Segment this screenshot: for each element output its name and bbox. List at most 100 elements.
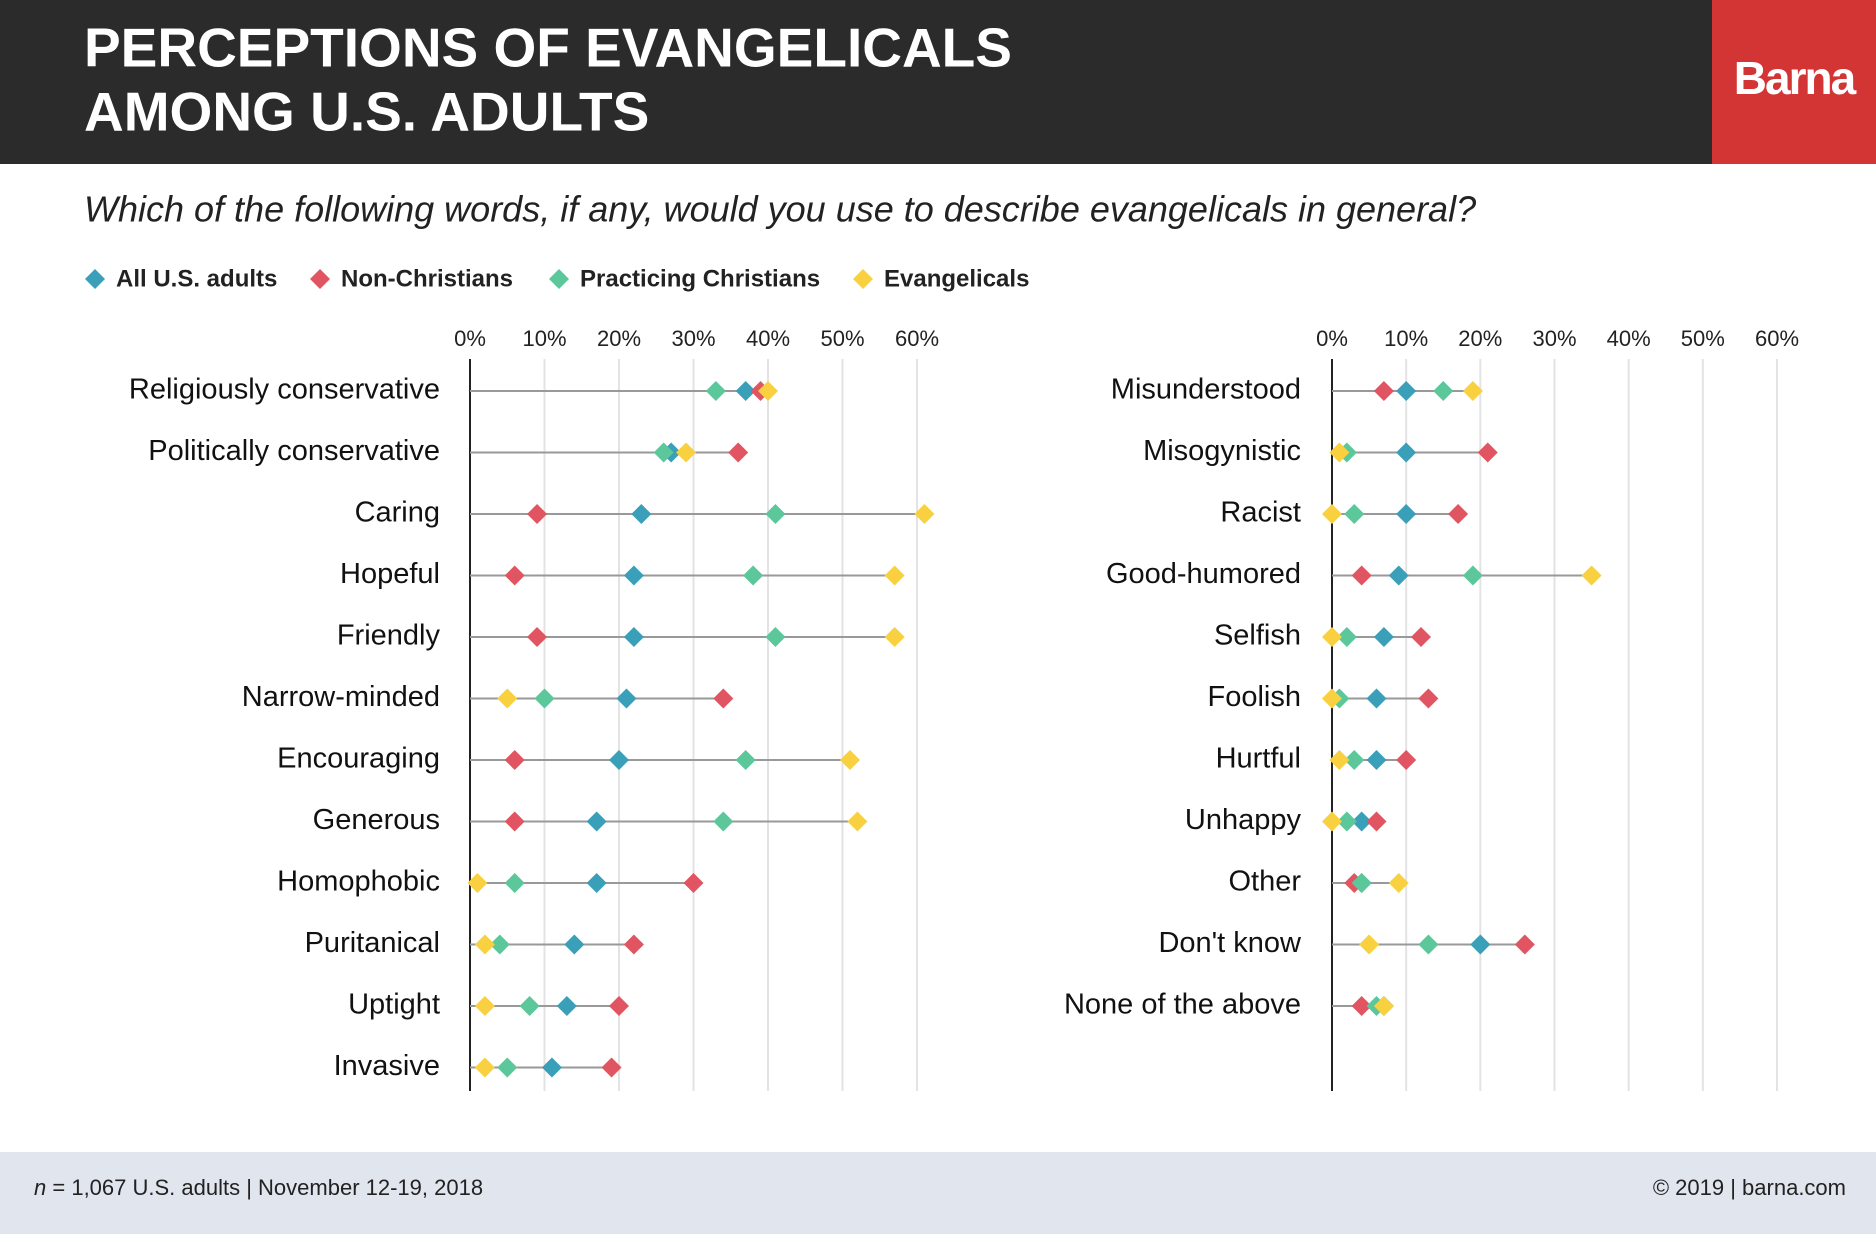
dot bbox=[713, 811, 734, 832]
category-label: Racist bbox=[1220, 497, 1301, 529]
x-tick-label: 10% bbox=[522, 326, 566, 351]
dot bbox=[1433, 381, 1454, 401]
category-label: Other bbox=[1228, 866, 1301, 898]
category-label: Hurtful bbox=[1216, 743, 1301, 775]
dot bbox=[474, 1057, 495, 1078]
dot bbox=[1336, 811, 1357, 832]
dot bbox=[616, 688, 637, 709]
dot bbox=[467, 873, 488, 893]
category-label: Misunderstood bbox=[1111, 374, 1301, 406]
dot bbox=[914, 504, 935, 524]
subtitle: Which of the following words, if any, wo… bbox=[84, 189, 1476, 230]
dot bbox=[1373, 996, 1394, 1016]
dot bbox=[504, 750, 525, 770]
legend-marker bbox=[549, 269, 569, 289]
x-tick-label: 30% bbox=[1532, 326, 1576, 351]
dot bbox=[1581, 565, 1602, 586]
title-line: PERCEPTIONS OF EVANGELICALS bbox=[84, 17, 1012, 79]
dot bbox=[1514, 934, 1535, 955]
category-label: Foolish bbox=[1208, 681, 1302, 713]
dot bbox=[743, 565, 764, 586]
dot bbox=[609, 750, 629, 770]
x-tick-label: 40% bbox=[1607, 326, 1651, 351]
x-tick-label: 40% bbox=[746, 326, 790, 351]
dot bbox=[609, 996, 629, 1016]
dot bbox=[1396, 381, 1417, 401]
dot bbox=[1396, 442, 1417, 463]
footer-bar bbox=[0, 1152, 1876, 1234]
dot bbox=[1418, 688, 1439, 709]
legend-marker bbox=[85, 269, 105, 289]
dot bbox=[1351, 996, 1372, 1016]
dot bbox=[623, 934, 644, 955]
legend-label: Non-Christians bbox=[341, 265, 513, 292]
dot bbox=[1322, 688, 1342, 709]
dot bbox=[623, 627, 644, 647]
dot bbox=[527, 627, 548, 647]
dot bbox=[765, 504, 786, 524]
x-tick-label: 0% bbox=[454, 326, 486, 351]
dot bbox=[713, 688, 734, 709]
dot bbox=[541, 1057, 562, 1078]
dot bbox=[683, 873, 704, 893]
dot bbox=[534, 688, 555, 709]
dot bbox=[474, 934, 495, 955]
legend-label: All U.S. adults bbox=[116, 265, 277, 292]
dot bbox=[504, 873, 525, 893]
category-label: Friendly bbox=[337, 620, 441, 652]
dot bbox=[556, 996, 577, 1016]
footer-credit: © 2019 | barna.com bbox=[1653, 1175, 1846, 1200]
dot bbox=[1351, 811, 1372, 832]
category-label: Uptight bbox=[348, 989, 440, 1021]
dot bbox=[474, 996, 495, 1016]
dot bbox=[504, 565, 525, 586]
dot bbox=[1373, 381, 1394, 401]
dot bbox=[497, 688, 518, 709]
x-tick-label: 50% bbox=[1681, 326, 1725, 351]
category-label: Misogynistic bbox=[1143, 435, 1301, 467]
dot bbox=[735, 750, 756, 770]
dot bbox=[623, 565, 644, 586]
dot bbox=[1351, 873, 1372, 893]
dot bbox=[1359, 934, 1380, 955]
dot bbox=[1396, 504, 1417, 524]
dot bbox=[1396, 750, 1417, 770]
dot bbox=[839, 750, 860, 770]
dot bbox=[758, 381, 778, 401]
x-tick-label: 20% bbox=[1458, 326, 1502, 351]
x-tick-label: 30% bbox=[671, 326, 715, 351]
dot bbox=[1329, 442, 1350, 463]
x-tick-label: 20% bbox=[597, 326, 641, 351]
dot bbox=[1388, 873, 1409, 893]
dot bbox=[1322, 627, 1342, 647]
sample-symbol: n bbox=[34, 1175, 46, 1200]
dot bbox=[1322, 811, 1342, 832]
legend-label: Evangelicals bbox=[884, 265, 1029, 292]
sample-note: = 1,067 U.S. adults | November 12-19, 20… bbox=[52, 1175, 483, 1200]
category-label: Hopeful bbox=[340, 558, 440, 590]
category-label: Encouraging bbox=[277, 743, 440, 775]
dot bbox=[631, 504, 652, 524]
category-label: Politically conservative bbox=[148, 435, 440, 467]
dot bbox=[1329, 750, 1350, 770]
dot bbox=[504, 811, 525, 832]
title-line: AMONG U.S. ADULTS bbox=[84, 81, 649, 143]
category-label: Homophobic bbox=[277, 866, 440, 898]
x-tick-label: 50% bbox=[820, 326, 864, 351]
dot bbox=[1373, 627, 1394, 647]
logo: Barna bbox=[1734, 52, 1857, 104]
dot bbox=[765, 627, 786, 647]
x-tick-label: 0% bbox=[1316, 326, 1348, 351]
legend-marker bbox=[853, 269, 873, 289]
category-label: Narrow-minded bbox=[242, 681, 440, 713]
dot bbox=[705, 381, 726, 401]
dot bbox=[586, 811, 607, 832]
dot bbox=[1344, 750, 1365, 770]
dot bbox=[1462, 381, 1483, 401]
x-tick-label: 10% bbox=[1384, 326, 1428, 351]
header-bar bbox=[0, 0, 1876, 164]
dot bbox=[1388, 565, 1409, 586]
dot bbox=[1477, 442, 1498, 463]
